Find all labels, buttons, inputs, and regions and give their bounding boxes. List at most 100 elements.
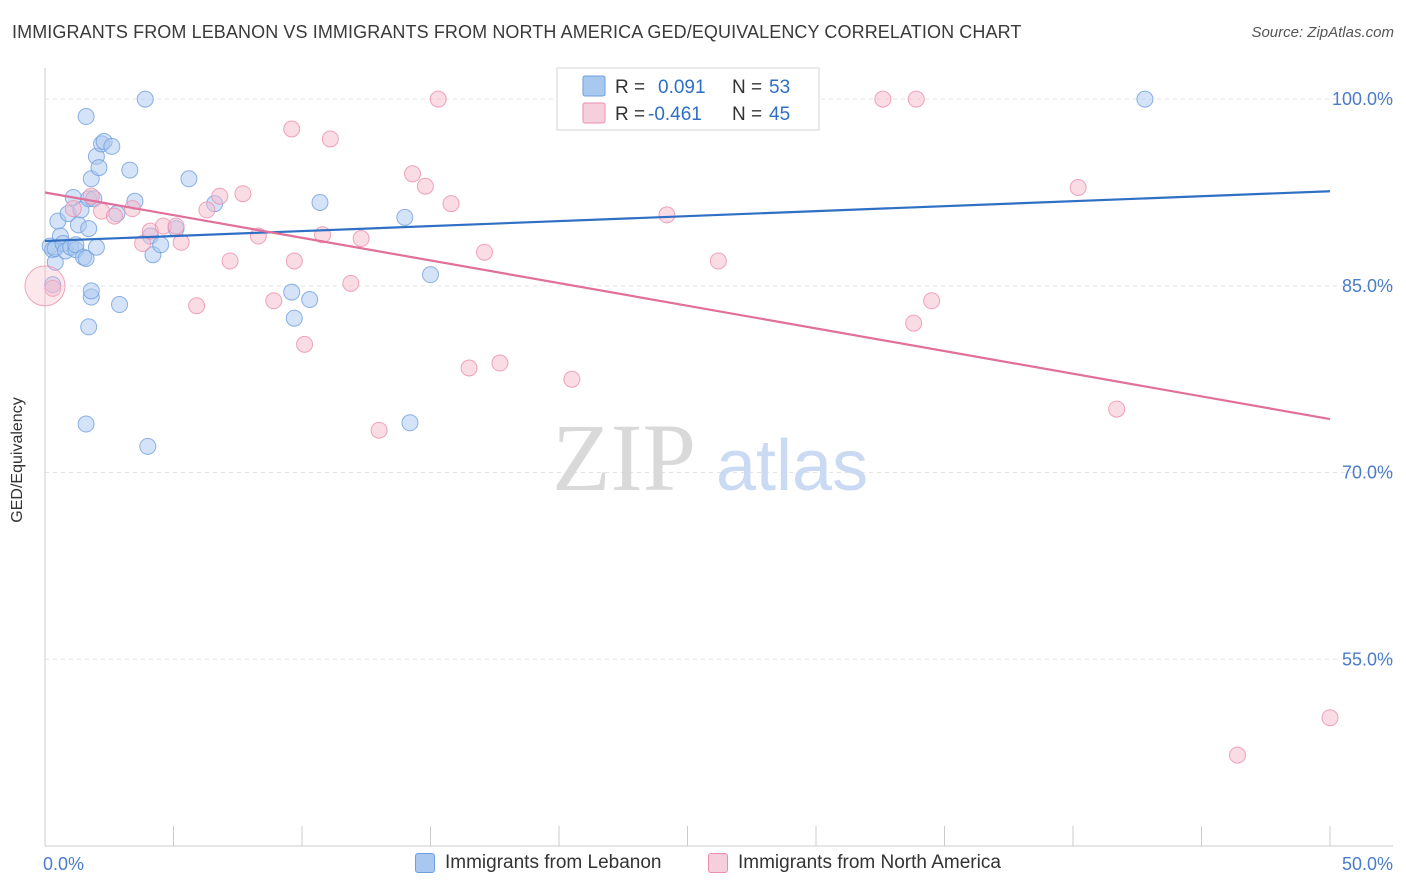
watermark-atlas: atlas <box>716 426 868 506</box>
stats-legend-swatch-pink <box>582 102 606 124</box>
y-tick-label-3: 55.0% <box>1342 649 1393 669</box>
series-1-point-24 <box>352 230 370 248</box>
data-points <box>24 90 1339 764</box>
series-legend-swatch-lebanon <box>415 853 435 873</box>
series-0-point-29 <box>90 159 108 177</box>
series-legend-item-lebanon[interactable]: Immigrants from Lebanon <box>415 852 662 874</box>
series-0-point-32 <box>103 137 121 155</box>
axes <box>44 68 1393 847</box>
series-1-point-12 <box>198 201 216 219</box>
stats-legend-n-value-1: 45 <box>769 104 790 125</box>
series-0-point-50 <box>401 414 419 432</box>
series-1-point-38 <box>905 314 923 332</box>
series-legend-label-lebanon: Immigrants from Lebanon <box>445 852 662 873</box>
series-1-point-20 <box>296 335 314 353</box>
series-0-point-37 <box>136 90 154 108</box>
series-0-point-18 <box>80 220 98 238</box>
series-1-point-17 <box>265 292 283 310</box>
series-1-point-40 <box>1069 179 1087 197</box>
series-0-points <box>41 90 1154 455</box>
stats-legend-swatch-blue <box>582 75 606 97</box>
series-1-point-33 <box>563 370 581 388</box>
series-0-point-40 <box>139 437 157 455</box>
series-1-point-43 <box>1321 709 1339 727</box>
series-0-point-45 <box>283 283 301 301</box>
stats-legend-n-label-1: N = <box>732 104 762 125</box>
series-1-point-0 <box>44 279 62 297</box>
series-1-point-22 <box>321 130 339 148</box>
x-tick-label-1: 50.0% <box>1342 854 1393 874</box>
series-1-point-10 <box>172 233 190 251</box>
series-1-point-41 <box>1108 400 1126 418</box>
series-1-point-26 <box>404 165 422 183</box>
y-tick-label-1: 85.0% <box>1342 276 1393 296</box>
series-legend-label-north-america: Immigrants from North America <box>738 852 1001 873</box>
stats-legend-r-label-0: R = <box>615 77 645 98</box>
stats-legend-n-value-0: 53 <box>769 77 790 98</box>
series-0-point-47 <box>301 291 319 309</box>
y-tick-label-0: 100.0% <box>1332 89 1393 109</box>
series-legend: Immigrants from Lebanon Immigrants from … <box>0 852 1406 878</box>
series-1-point-9 <box>167 217 185 235</box>
series-1-point-19 <box>285 252 303 270</box>
series-1-point-44 <box>24 265 66 307</box>
series-1-points <box>24 90 1339 764</box>
series-0-point-49 <box>396 208 414 226</box>
series-1-point-31 <box>475 243 493 261</box>
series-1-point-23 <box>342 274 360 292</box>
series-1-point-34 <box>658 206 676 224</box>
chart-title: IMMIGRANTS FROM LEBANON VS IMMIGRANTS FR… <box>12 22 1022 42</box>
y-tick-label-2: 70.0% <box>1342 463 1393 483</box>
series-0-point-24 <box>80 318 98 336</box>
series-0-point-35 <box>121 161 139 179</box>
series-0-point-41 <box>152 236 170 254</box>
grid-lines <box>45 98 1393 660</box>
series-1-point-6 <box>134 235 152 253</box>
series-1-point-35 <box>709 252 727 270</box>
stats-legend-r-value-1: -0.461 <box>648 104 702 125</box>
series-1-point-32 <box>491 354 509 372</box>
stats-legend-r-value-0: 0.091 <box>658 77 706 98</box>
series-1-point-36 <box>874 90 892 108</box>
chart-source: Source: ZipAtlas.com <box>1251 24 1394 41</box>
watermark: ZIP atlas <box>552 404 868 511</box>
series-0-point-17 <box>77 249 95 267</box>
series-1-point-15 <box>234 185 252 203</box>
series-1-point-13 <box>211 187 229 205</box>
series-1-point-14 <box>221 252 239 270</box>
series-0-point-43 <box>180 170 198 188</box>
watermark-zip: ZIP <box>552 404 696 511</box>
series-0-point-46 <box>285 309 303 327</box>
series-1-point-25 <box>370 421 388 439</box>
stats-legend-r-label-1: R = <box>615 104 645 125</box>
series-0-point-51 <box>422 266 439 284</box>
series-1-point-30 <box>460 359 478 377</box>
series-1-point-29 <box>442 195 460 213</box>
series-1-point-18 <box>283 120 301 138</box>
series-1-point-11 <box>188 297 206 315</box>
series-0-point-28 <box>87 238 105 256</box>
series-0-point-48 <box>311 193 329 211</box>
series-0-point-22 <box>77 108 95 126</box>
series-0-point-21 <box>77 415 95 433</box>
series-1-point-28 <box>429 90 447 108</box>
trend-lines <box>44 190 1331 421</box>
series-1-point-27 <box>416 177 434 195</box>
series-1-trend-line <box>44 191 1331 421</box>
series-1-point-37 <box>907 90 925 108</box>
series-1-point-39 <box>923 292 941 310</box>
series-1-point-1 <box>64 200 82 218</box>
series-1-point-4 <box>105 207 123 225</box>
series-legend-swatch-north-america <box>708 853 728 873</box>
series-0-point-52 <box>1136 90 1154 108</box>
series-0-trend-line <box>44 190 1331 243</box>
series-0-point-25 <box>82 282 100 300</box>
series-1-point-42 <box>1228 746 1246 764</box>
stats-legend: R = 0.091 N = 53 R = -0.461 N = 45 <box>556 67 820 131</box>
x-tick-label-0: 0.0% <box>43 854 84 874</box>
series-legend-item-north-america[interactable]: Immigrants from North America <box>708 852 1001 874</box>
tick-labels: 100.0% 85.0% 70.0% 55.0% 0.0% 50.0% <box>43 89 1393 874</box>
series-0-point-34 <box>111 296 129 314</box>
stats-legend-n-label-0: N = <box>732 77 762 98</box>
